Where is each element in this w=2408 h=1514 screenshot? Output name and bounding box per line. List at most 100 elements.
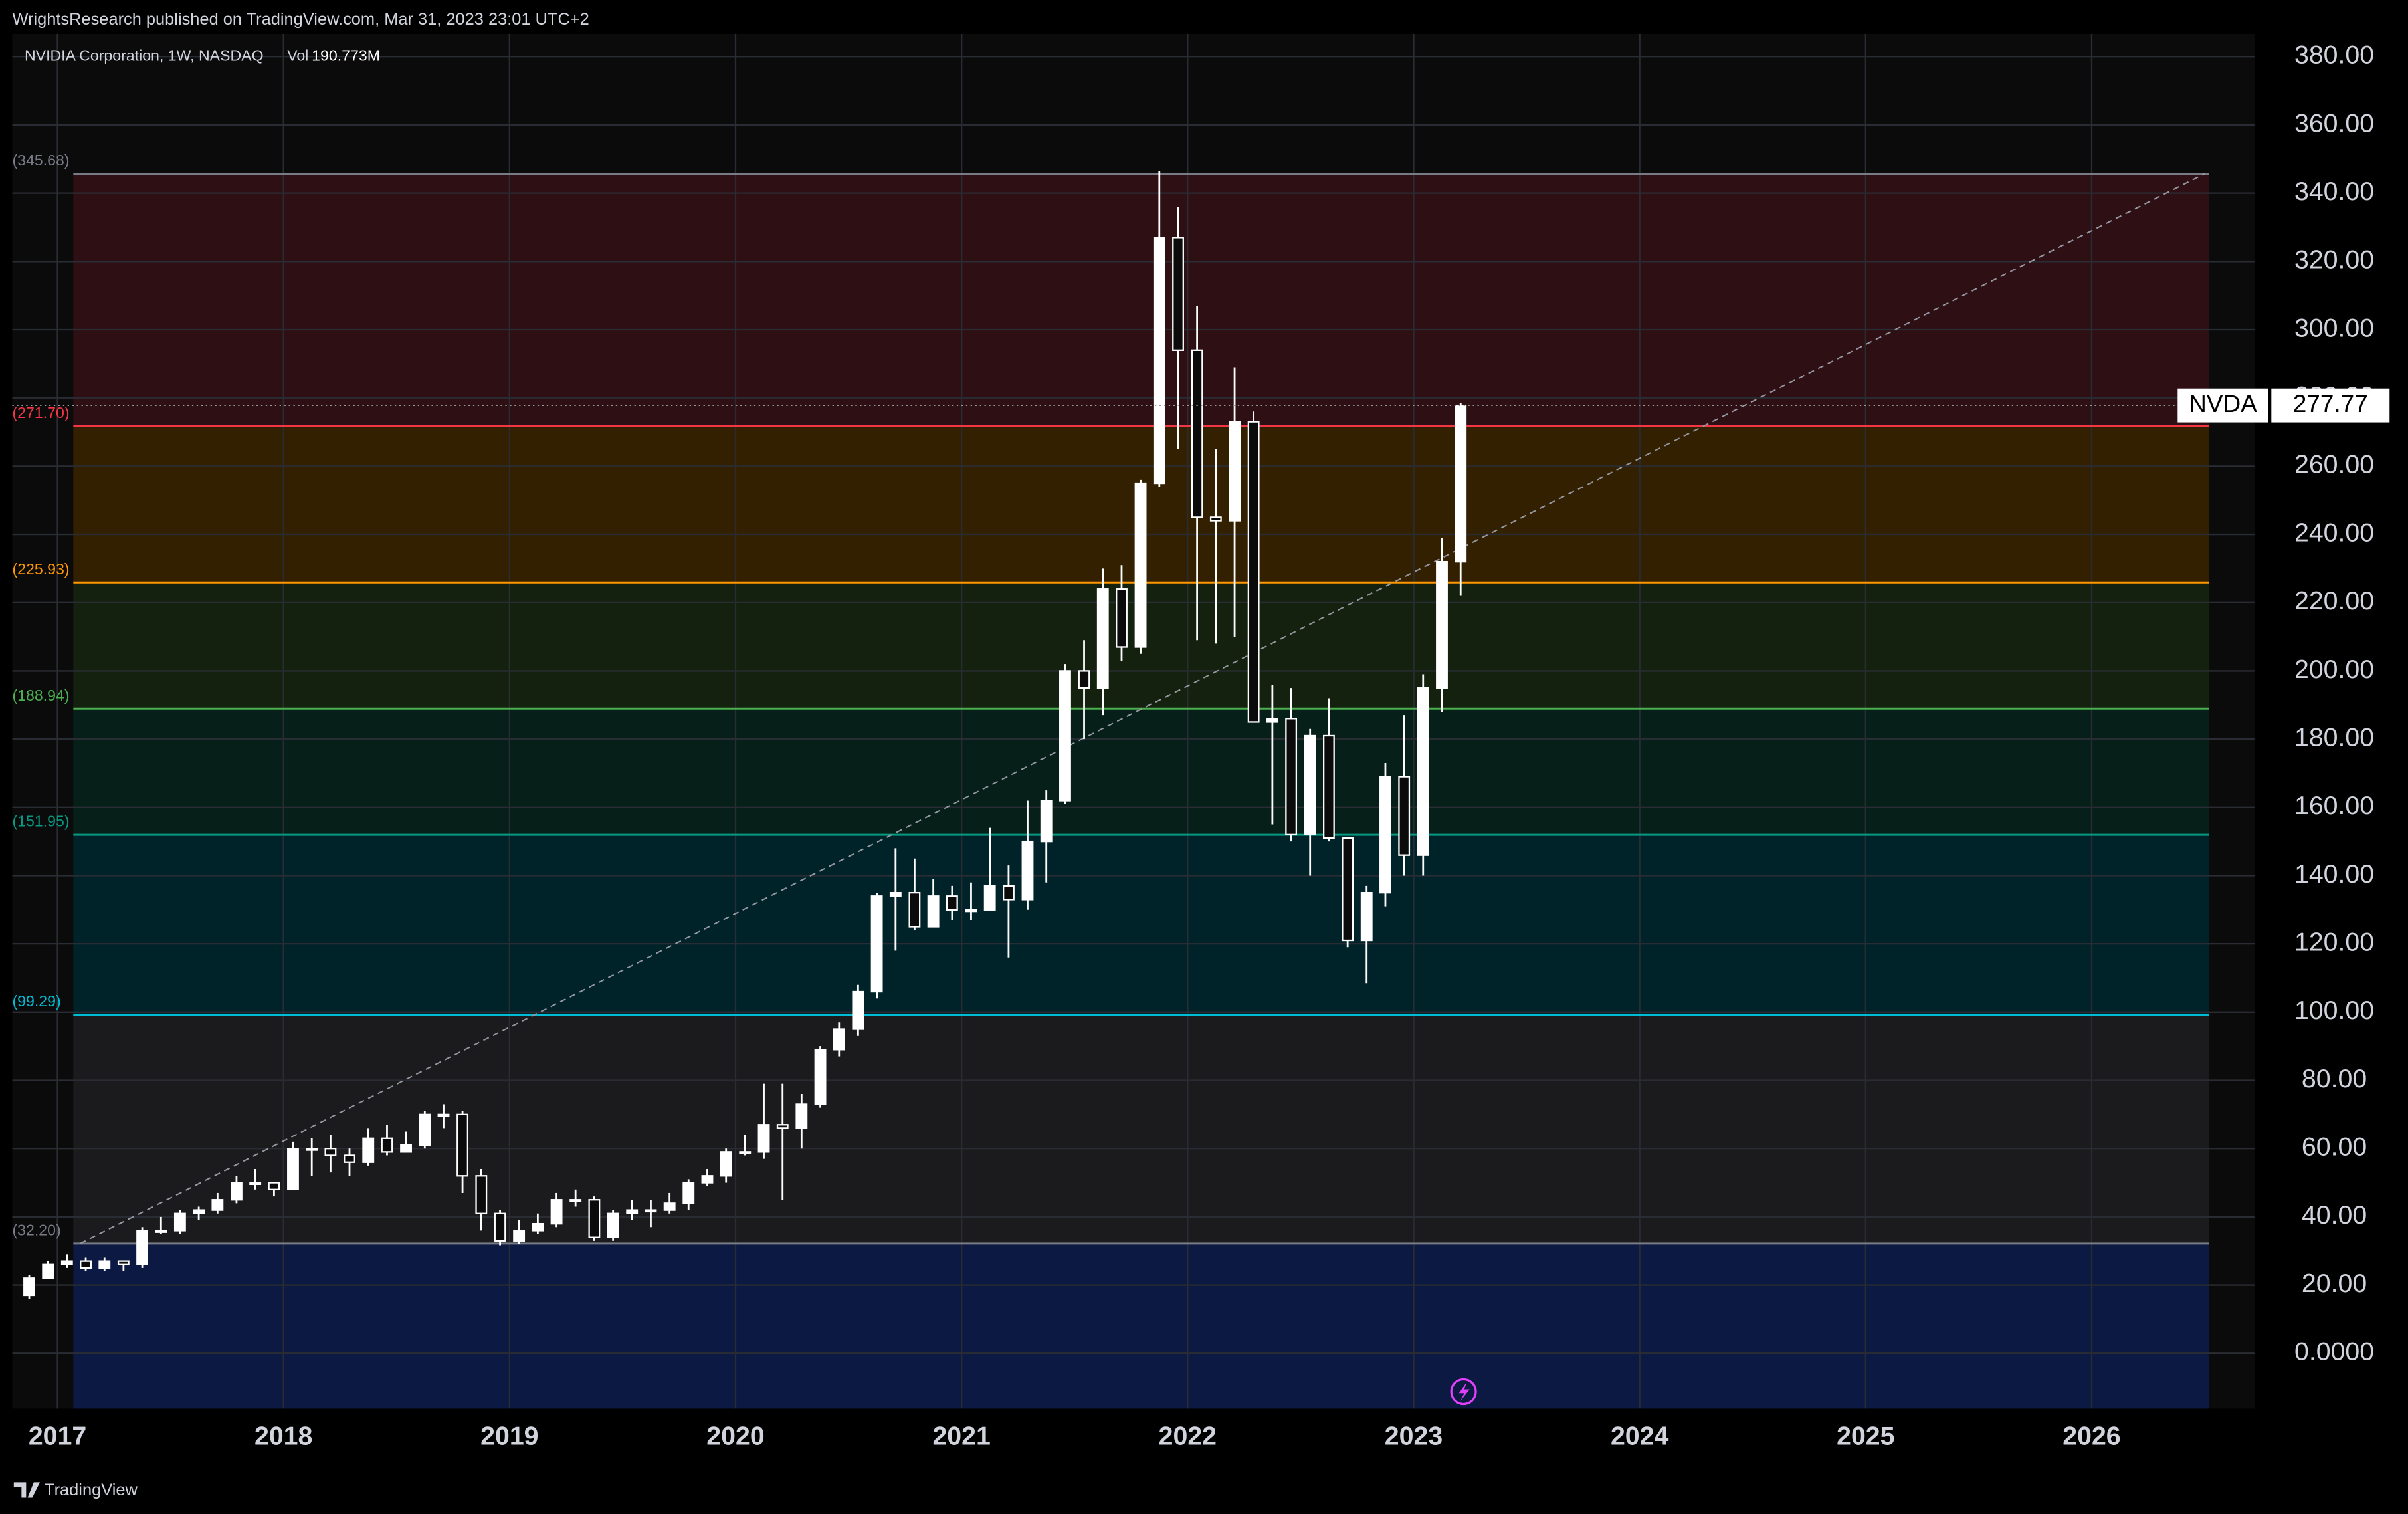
x-tick-label: 2017 xyxy=(29,1422,86,1451)
candle-body xyxy=(513,1230,526,1242)
y-tick-label: 40.00 xyxy=(2302,1200,2367,1230)
candle-body xyxy=(1116,588,1128,648)
candle-body xyxy=(965,909,977,913)
y-tick-label: 340.00 xyxy=(2294,177,2374,206)
candle-body xyxy=(1342,837,1354,942)
candle-body xyxy=(550,1199,563,1225)
x-tick-label: 2023 xyxy=(1385,1422,1443,1451)
y-tick-label: 240.00 xyxy=(2294,518,2374,547)
candle-body xyxy=(663,1202,676,1211)
volume-value: 190.773M xyxy=(312,47,380,64)
candle-body xyxy=(1040,800,1053,843)
candle-body xyxy=(475,1175,488,1214)
candle-body xyxy=(419,1113,431,1146)
candle-body xyxy=(1360,891,1373,942)
candle-body xyxy=(607,1212,619,1238)
candle-body xyxy=(231,1182,243,1201)
y-tick-label: 180.00 xyxy=(2294,722,2374,752)
candle-body xyxy=(701,1175,714,1184)
candle-body xyxy=(400,1144,412,1153)
candle-body xyxy=(1002,885,1015,901)
candle-body xyxy=(1153,237,1165,485)
candle-body xyxy=(1304,734,1316,836)
fib-band xyxy=(73,708,2209,835)
candle-body xyxy=(1323,734,1335,839)
candle-body xyxy=(1021,840,1034,901)
fib-label: (32.20) xyxy=(12,1222,60,1239)
candle-body xyxy=(155,1230,167,1233)
candle-body xyxy=(1266,718,1278,723)
candle-body xyxy=(268,1182,280,1190)
candle-body xyxy=(814,1049,827,1105)
event-icon xyxy=(1450,1378,1477,1406)
candle-body xyxy=(211,1199,224,1211)
footer-logo xyxy=(13,1482,41,1498)
y-tick-label: 100.00 xyxy=(2294,996,2374,1025)
candle-body xyxy=(1285,718,1298,836)
candle-body xyxy=(1078,670,1090,689)
candle-body xyxy=(1379,776,1391,894)
y-tick-label: 80.00 xyxy=(2302,1064,2367,1093)
candle-body xyxy=(23,1277,35,1297)
candle-body xyxy=(1134,482,1147,648)
candle-body xyxy=(306,1148,318,1151)
candle-body xyxy=(795,1103,808,1129)
logo-mark xyxy=(13,1482,41,1498)
x-tick-label: 2026 xyxy=(2062,1422,2120,1451)
candle-body xyxy=(136,1230,149,1265)
candle-body xyxy=(720,1151,732,1177)
candle-body xyxy=(645,1209,657,1213)
candle-body xyxy=(98,1260,111,1269)
y-tick-label: 140.00 xyxy=(2294,859,2374,889)
candle-body xyxy=(437,1113,450,1117)
footer-text: TradingView xyxy=(45,1481,138,1499)
x-tick-label: 2025 xyxy=(1837,1422,1894,1451)
candle-body xyxy=(344,1154,355,1163)
y-tick-label: 160.00 xyxy=(2294,791,2374,820)
candle-body xyxy=(852,990,864,1030)
price-box xyxy=(2271,388,2390,423)
candle-body xyxy=(588,1199,601,1238)
candle-body xyxy=(324,1148,337,1156)
candle-body xyxy=(776,1124,789,1129)
y-tick-label: 320.00 xyxy=(2294,245,2374,274)
candle-body xyxy=(381,1137,393,1153)
candle-body xyxy=(739,1151,752,1154)
candle-body xyxy=(1436,560,1448,689)
plot-layer: (345.68) (271.70) (225.93) (188.94) (151.95)… xyxy=(12,33,2255,1409)
x-tick-label: 2024 xyxy=(1611,1422,1669,1451)
fib-band xyxy=(73,1014,2209,1244)
candle-body xyxy=(456,1113,469,1177)
candle-body xyxy=(569,1199,582,1202)
candle-body xyxy=(117,1260,130,1265)
y-tick-label: 300.00 xyxy=(2294,313,2374,342)
candle-body xyxy=(494,1212,506,1242)
candle-body xyxy=(1191,349,1203,518)
event-circle xyxy=(1450,1378,1477,1406)
candle-body xyxy=(946,895,958,911)
candle-body xyxy=(532,1222,544,1232)
y-tick-label: 360.00 xyxy=(2294,108,2374,138)
candle-body xyxy=(193,1209,205,1214)
candle-body xyxy=(927,895,940,928)
y-tick-label: 260.00 xyxy=(2294,450,2374,479)
candle-body xyxy=(80,1260,92,1269)
candle-body xyxy=(173,1212,186,1232)
fib-band xyxy=(73,835,2209,1015)
fib-band xyxy=(73,173,2209,427)
event-bolt xyxy=(1458,1382,1470,1401)
x-tick-label: 2020 xyxy=(706,1422,764,1451)
candle-body xyxy=(1172,237,1184,351)
candle-body xyxy=(626,1209,639,1214)
candle-body xyxy=(60,1260,73,1265)
candle-body xyxy=(1398,776,1411,856)
candle-body xyxy=(1229,421,1241,522)
fib-label: (151.95) xyxy=(12,813,69,830)
candle-body xyxy=(833,1028,845,1051)
candle-body xyxy=(362,1137,375,1163)
x-tick-label: 2021 xyxy=(932,1422,990,1451)
candle-body xyxy=(908,891,921,928)
y-tick-label: 0.0000 xyxy=(2294,1337,2374,1366)
